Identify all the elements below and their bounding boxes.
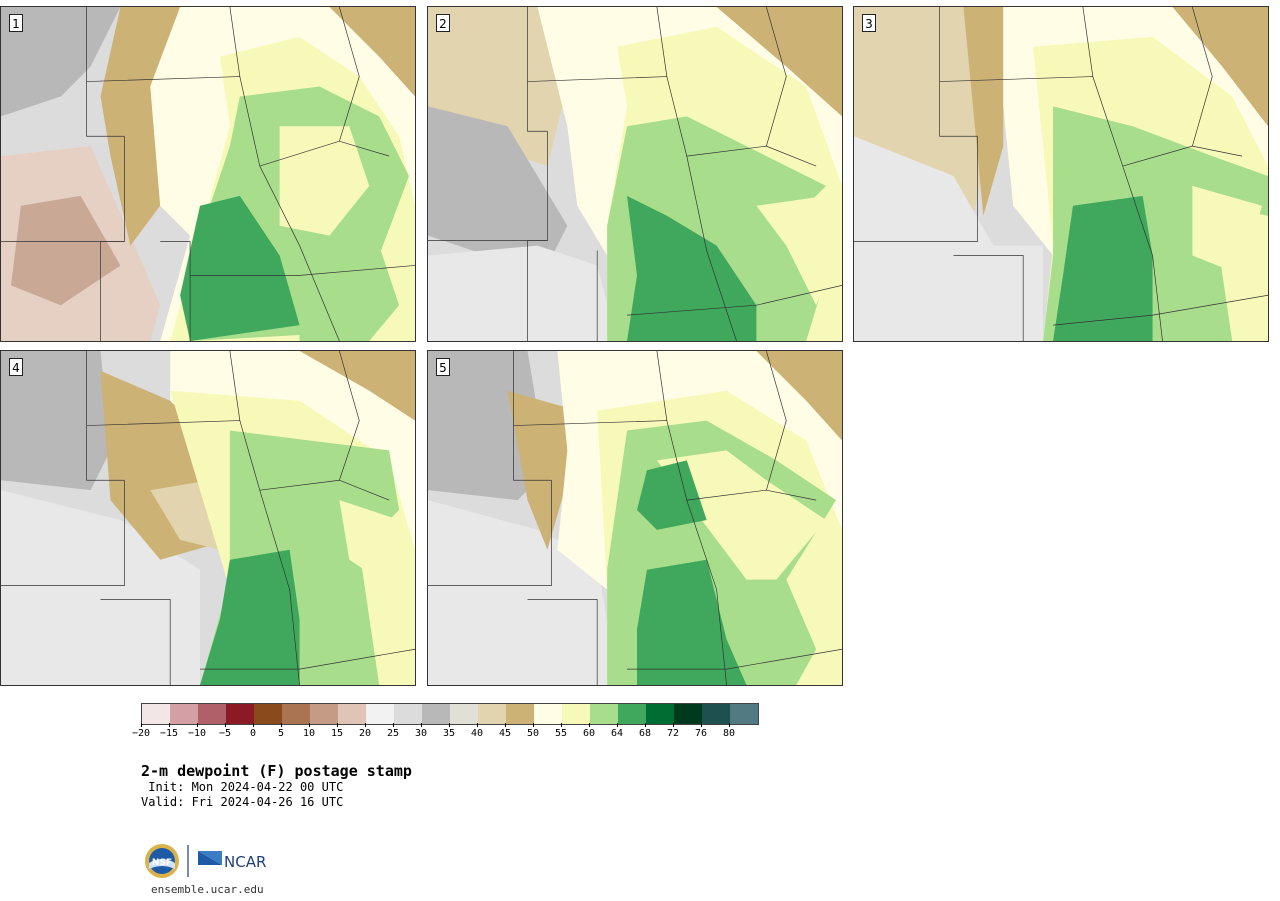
- colorbar-swatch: [310, 704, 338, 724]
- colorbar-tick: [253, 723, 254, 727]
- colorbar-tick-label: 10: [302, 728, 316, 739]
- colorbar-swatch: [590, 704, 618, 724]
- nsf-ncar-logo: NSF NCAR: [145, 844, 266, 878]
- colorbar-tick: [505, 723, 506, 727]
- colorbar-swatch: [198, 704, 226, 724]
- colorbar-tick: [561, 723, 562, 727]
- panel-number-label: 1: [9, 14, 23, 32]
- colorbar-swatch: [730, 704, 758, 724]
- colorbar-tick-label: 0: [249, 728, 257, 739]
- colorbar-tick: [449, 723, 450, 727]
- colorbar-swatch: [506, 704, 534, 724]
- colorbar-tick-label: −5: [218, 728, 232, 739]
- colorbar-swatch: [366, 704, 394, 724]
- panel-number-label: 3: [862, 14, 876, 32]
- colorbar-swatch: [702, 704, 730, 724]
- map-panel-2: 2: [427, 6, 843, 342]
- colorbar-swatch: [618, 704, 646, 724]
- colorbar-tick-label: 60: [582, 728, 596, 739]
- colorbar-tick-label: 15: [330, 728, 344, 739]
- plot-title: 2-m dewpoint (F) postage stamp: [141, 762, 412, 780]
- nsf-logo-text: NSF: [152, 858, 172, 868]
- colorbar-tick-label: 20: [358, 728, 372, 739]
- map-panel-3: 3: [853, 6, 1269, 342]
- colorbar-swatch: [226, 704, 254, 724]
- colorbar-tick-label: 68: [638, 728, 652, 739]
- colorbar-swatch: [394, 704, 422, 724]
- panel-number-label: 4: [9, 358, 23, 376]
- colorbar-swatch: [142, 704, 170, 724]
- colorbar-tick-label: 40: [470, 728, 484, 739]
- colorbar-tick: [701, 723, 702, 727]
- colorbar-tick-label: 72: [666, 728, 680, 739]
- dewpoint-map-5: [428, 351, 842, 685]
- colorbar-tick-label: −15: [159, 728, 179, 739]
- site-url: ensemble.ucar.edu: [151, 883, 264, 896]
- dewpoint-map-3: [854, 7, 1268, 341]
- dewpoint-map-2: [428, 7, 842, 341]
- colorbar-tick: [309, 723, 310, 727]
- logo-area: NSF NCAR: [144, 843, 284, 879]
- colorbar-swatch: [422, 704, 450, 724]
- valid-time: Valid: Fri 2024-04-26 16 UTC: [141, 795, 344, 809]
- colorbar-tick-label: 64: [610, 728, 624, 739]
- colorbar-tick: [533, 723, 534, 727]
- colorbar-tick-label: 25: [386, 728, 400, 739]
- colorbar-tick: [393, 723, 394, 727]
- colorbar-tick-label: 55: [554, 728, 568, 739]
- colorbar-tick-label: 76: [694, 728, 708, 739]
- colorbar-swatch: [478, 704, 506, 724]
- colorbar-swatch: [646, 704, 674, 724]
- panel-number-label: 5: [436, 358, 450, 376]
- colorbar-tick: [589, 723, 590, 727]
- colorbar-swatch: [338, 704, 366, 724]
- colorbar-swatch: [254, 704, 282, 724]
- colorbar-swatch: [282, 704, 310, 724]
- dewpoint-map-1: [1, 7, 415, 341]
- map-panel-5: 5: [427, 350, 843, 686]
- colorbar-swatch: [534, 704, 562, 724]
- colorbar-swatch: [562, 704, 590, 724]
- panel-number-label: 2: [436, 14, 450, 32]
- colorbar-tick: [729, 723, 730, 727]
- ncar-logo-text: NCAR: [224, 853, 266, 871]
- colorbar-tick-label: 45: [498, 728, 512, 739]
- colorbar-swatch: [450, 704, 478, 724]
- map-panel-1: 1: [0, 6, 416, 342]
- map-panel-4: 4: [0, 350, 416, 686]
- colorbar: [141, 703, 759, 725]
- colorbar-tick: [365, 723, 366, 727]
- colorbar-tick: [141, 723, 142, 727]
- dewpoint-map-4: [1, 351, 415, 685]
- colorbar-tick-label: 5: [277, 728, 285, 739]
- colorbar-tick-label: 50: [526, 728, 540, 739]
- colorbar-tick-label: 30: [414, 728, 428, 739]
- colorbar-swatch: [170, 704, 198, 724]
- colorbar-tick: [477, 723, 478, 727]
- colorbar-tick: [197, 723, 198, 727]
- nsf-logo-icon: NSF: [145, 844, 179, 878]
- colorbar-tick: [337, 723, 338, 727]
- colorbar-tick: [169, 723, 170, 727]
- colorbar-tick: [225, 723, 226, 727]
- colorbar-tick-label: −20: [131, 728, 151, 739]
- colorbar-tick: [645, 723, 646, 727]
- colorbar-tick-label: 80: [722, 728, 736, 739]
- colorbar-tick-labels: −20 −15 −10 −5 0 5 10 15 20 25 30 35 40 45 50 55 60 64 68 7…: [132, 723, 761, 743]
- colorbar-tick: [617, 723, 618, 727]
- colorbar-tick-label: −10: [187, 728, 207, 739]
- colorbar-swatch: [674, 704, 702, 724]
- colorbar-tick-label: 35: [442, 728, 456, 739]
- init-time: Init: Mon 2024-04-22 00 UTC: [141, 780, 344, 794]
- colorbar-tick: [281, 723, 282, 727]
- colorbar-tick: [421, 723, 422, 727]
- ncar-logo-icon: NCAR: [198, 851, 266, 871]
- colorbar-tick: [673, 723, 674, 727]
